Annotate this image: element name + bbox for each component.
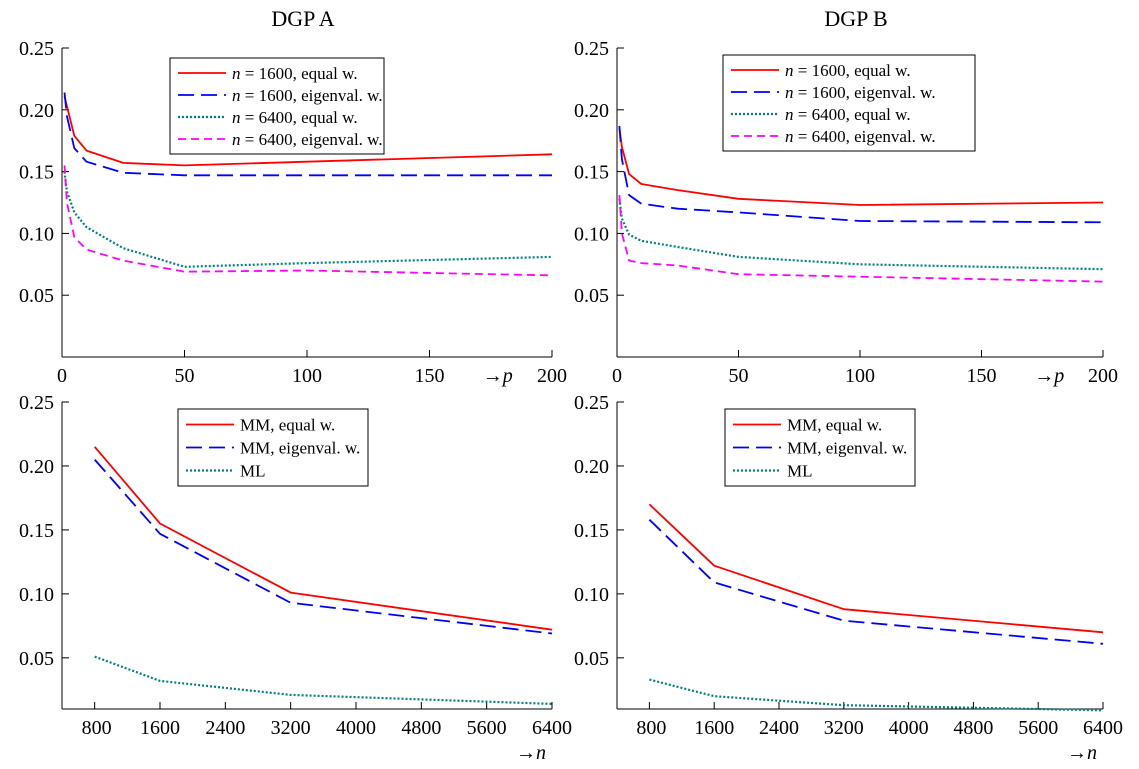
legend-label-1: n = 1600, equal w. [232, 64, 358, 83]
x-tick-label: 6400 [1083, 717, 1123, 739]
chart-panel-2: DGP B 0.05 0.10 0.15 0.20 0.25 0 50 100 150 200 →p n… [574, 6, 1118, 387]
x-tick-label: 2400 [759, 717, 799, 739]
y-tick-label: 0.05 [19, 285, 54, 307]
legend-label-3: ML [787, 462, 813, 481]
chart-panel-3: 0.05 0.10 0.15 0.20 0.25 800 1600 2400 3200 4000 4… [19, 392, 572, 764]
legend: n = 1600, equal w. n = 1600, eigenval. w.… [722, 54, 976, 152]
series-line-3 [649, 678, 1104, 712]
series-line-1 [618, 128, 1104, 206]
x-tick-label: 50 [175, 365, 195, 387]
x-tick-label: 4800 [401, 717, 441, 739]
x-tick-label: 200 [537, 365, 567, 387]
series-line-2 [63, 92, 552, 177]
series-line-1 [648, 503, 1104, 634]
y-tick-label: 0.20 [574, 456, 609, 478]
y-tick-label: 0.10 [19, 223, 54, 245]
y-tick-label: 0.05 [19, 648, 54, 670]
x-tick-label: 6400 [532, 717, 572, 739]
x-tick-label: 4000 [889, 717, 929, 739]
legend-label-3: ML [240, 462, 266, 481]
y-tick-label: 0.15 [574, 162, 609, 184]
legend-label-2: MM, eigenval. w. [240, 439, 360, 458]
x-axis-label: →p [483, 365, 513, 387]
y-tick-label: 0.15 [19, 520, 54, 542]
x-tick-label: 200 [1088, 365, 1118, 387]
y-tick-label: 0.05 [574, 648, 609, 670]
x-tick-label: 2400 [205, 717, 245, 739]
series-line-4 [618, 195, 1104, 283]
y-tick-label: 0.10 [574, 223, 609, 245]
x-tick-label: 4800 [953, 717, 993, 739]
y-tick-label: 0.20 [19, 100, 54, 122]
x-tick-label: 100 [292, 365, 322, 387]
x-tick-label: 5600 [1018, 717, 1058, 739]
series-line-1 [94, 446, 553, 631]
legend-label-2: MM, eigenval. w. [787, 439, 907, 458]
legend: MM, equal w. MM, eigenval. w. ML [177, 408, 369, 487]
series-line-4 [63, 165, 553, 277]
legend: n = 1600, equal w. n = 1600, eigenval. w.… [169, 57, 385, 155]
x-tick-label: 50 [729, 365, 749, 387]
y-tick-label: 0.10 [574, 584, 609, 606]
y-tick-label: 0.25 [19, 392, 54, 414]
y-tick-label: 0.25 [574, 38, 609, 60]
series-line-2 [648, 519, 1104, 645]
chart-panel-1: DGP A 0.05 0.10 0.15 0.20 0.25 0 50 100 150 200 →p n… [19, 6, 567, 387]
legend: MM, equal w. MM, eigenval. w. ML [724, 408, 916, 487]
legend-label-3: n = 6400, equal w. [785, 105, 911, 124]
x-tick-label: 4000 [336, 717, 376, 739]
series-line-2 [94, 459, 553, 635]
series-line-1 [63, 95, 553, 167]
x-axis-label: →n [516, 742, 546, 764]
x-tick-label: 1600 [140, 717, 180, 739]
legend-box [169, 57, 385, 155]
legend-label-1: MM, equal w. [787, 416, 882, 435]
x-tick-label: 0 [57, 365, 67, 387]
chart-title: DGP B [824, 6, 887, 31]
y-tick-label: 0.05 [574, 285, 609, 307]
x-tick-label: 800 [636, 717, 666, 739]
chart-title: DGP A [271, 6, 334, 31]
legend-label-1: n = 1600, equal w. [785, 61, 911, 80]
y-tick-label: 0.25 [19, 38, 54, 60]
y-tick-label: 0.15 [19, 162, 54, 184]
legend-label-4: n = 6400, eigenval. w. [785, 127, 936, 146]
x-tick-label: 100 [845, 365, 875, 387]
series-line-2 [618, 125, 1104, 224]
x-tick-label: 1600 [694, 717, 734, 739]
y-tick-label: 0.15 [574, 520, 609, 542]
x-tick-label: 5600 [467, 717, 507, 739]
y-tick-label: 0.20 [574, 100, 609, 122]
y-tick-label: 0.10 [19, 584, 54, 606]
x-tick-label: 800 [82, 717, 112, 739]
legend-label-3: n = 6400, equal w. [232, 108, 358, 127]
y-tick-label: 0.20 [19, 456, 54, 478]
legend-label-1: MM, equal w. [240, 416, 335, 435]
x-axis-label: →p [1034, 365, 1064, 387]
legend-label-2: n = 1600, eigenval. w. [232, 86, 383, 105]
x-axis-label: →n [1067, 742, 1097, 764]
x-tick-label: 3200 [271, 717, 311, 739]
legend-label-4: n = 6400, eigenval. w. [232, 130, 383, 149]
series-line-3 [618, 198, 1104, 271]
chart-panel-4: 0.05 0.10 0.15 0.20 0.25 800 1600 2400 3200 4000 4… [574, 392, 1123, 764]
legend-box [722, 54, 976, 152]
series-line-3 [63, 171, 553, 268]
x-tick-label: 0 [612, 365, 622, 387]
series-line-3 [94, 655, 553, 705]
y-tick-label: 0.25 [574, 392, 609, 414]
x-tick-label: 150 [967, 365, 997, 387]
x-tick-label: 150 [415, 365, 445, 387]
legend-label-2: n = 1600, eigenval. w. [785, 83, 936, 102]
x-tick-label: 3200 [824, 717, 864, 739]
